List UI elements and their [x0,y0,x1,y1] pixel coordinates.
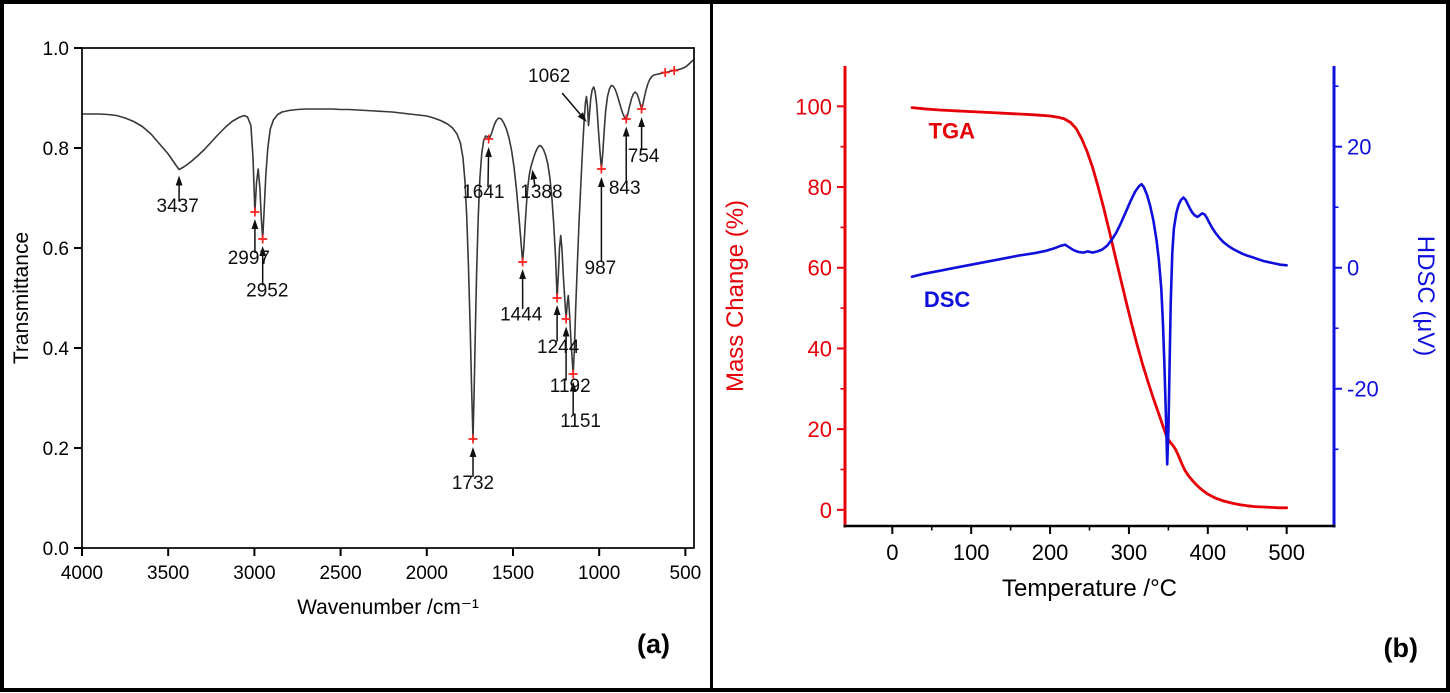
svg-text:400: 400 [1189,540,1226,565]
svg-text:300: 300 [1111,540,1148,565]
svg-text:3500: 3500 [147,563,189,584]
svg-text:3000: 3000 [233,563,275,584]
svg-text:200: 200 [1032,540,1069,565]
svg-text:0.0: 0.0 [43,539,69,560]
ftir-spectrum-chart: 4000 3500 3000 2500 2000 1500 1000 500 0.0 0.2 0.4… [4,4,710,688]
panel-a-ftir: 4000 3500 3000 2500 2000 1500 1000 500 0.0 0.2 0.4… [4,4,710,688]
svg-text:0.4: 0.4 [43,339,70,360]
svg-text:0: 0 [820,498,832,523]
tga-dsc-chart: TGA DSC 0 100 200 300 400 500 0 20 40 60 80 100 -20 0 20… [713,4,1446,688]
svg-text:TGA: TGA [929,119,976,144]
svg-text:1244: 1244 [537,337,580,358]
panel-a-label: (a) [637,629,670,660]
svg-text:Mass Change (%): Mass Change (%) [722,200,749,392]
svg-text:2000: 2000 [406,563,448,584]
svg-text:1192: 1192 [550,376,591,397]
svg-text:DSC: DSC [924,287,971,312]
svg-text:1000: 1000 [578,563,620,584]
svg-text:20: 20 [1347,135,1371,160]
svg-text:1500: 1500 [492,563,534,584]
svg-text:100: 100 [795,94,832,119]
svg-text:754: 754 [628,146,660,167]
svg-text:0: 0 [886,540,898,565]
svg-text:1641: 1641 [462,182,504,203]
svg-text:843: 843 [609,178,641,199]
svg-text:1.0: 1.0 [43,39,69,60]
svg-text:500: 500 [1268,540,1305,565]
svg-text:1151: 1151 [560,411,601,432]
svg-text:Transmittance: Transmittance [10,232,33,364]
svg-text:4000: 4000 [61,563,103,584]
svg-text:987: 987 [585,258,617,279]
svg-text:-20: -20 [1347,377,1379,402]
svg-text:500: 500 [670,563,702,584]
svg-text:3437: 3437 [157,196,199,217]
svg-text:2500: 2500 [319,563,361,584]
svg-text:60: 60 [808,256,832,281]
svg-text:HDSC (μV): HDSC (μV) [1412,236,1439,357]
svg-text:0: 0 [1347,256,1359,281]
panel-b-label: (b) [1384,633,1418,664]
panel-b-tga-dsc: TGA DSC 0 100 200 300 400 500 0 20 40 60 80 100 -20 0 20… [713,4,1446,688]
svg-text:2952: 2952 [246,281,288,302]
svg-text:40: 40 [808,336,832,361]
svg-text:1062: 1062 [528,66,570,87]
svg-text:0.6: 0.6 [43,239,69,260]
svg-text:0.8: 0.8 [43,139,69,160]
svg-text:1388: 1388 [520,182,562,203]
svg-text:Temperature /°C: Temperature /°C [1002,575,1177,602]
svg-text:100: 100 [953,540,990,565]
svg-text:0.2: 0.2 [43,439,69,460]
svg-text:80: 80 [808,175,832,200]
svg-text:1444: 1444 [500,305,543,326]
svg-text:Wavenumber /cm⁻¹: Wavenumber /cm⁻¹ [297,596,479,619]
svg-text:20: 20 [808,417,832,442]
